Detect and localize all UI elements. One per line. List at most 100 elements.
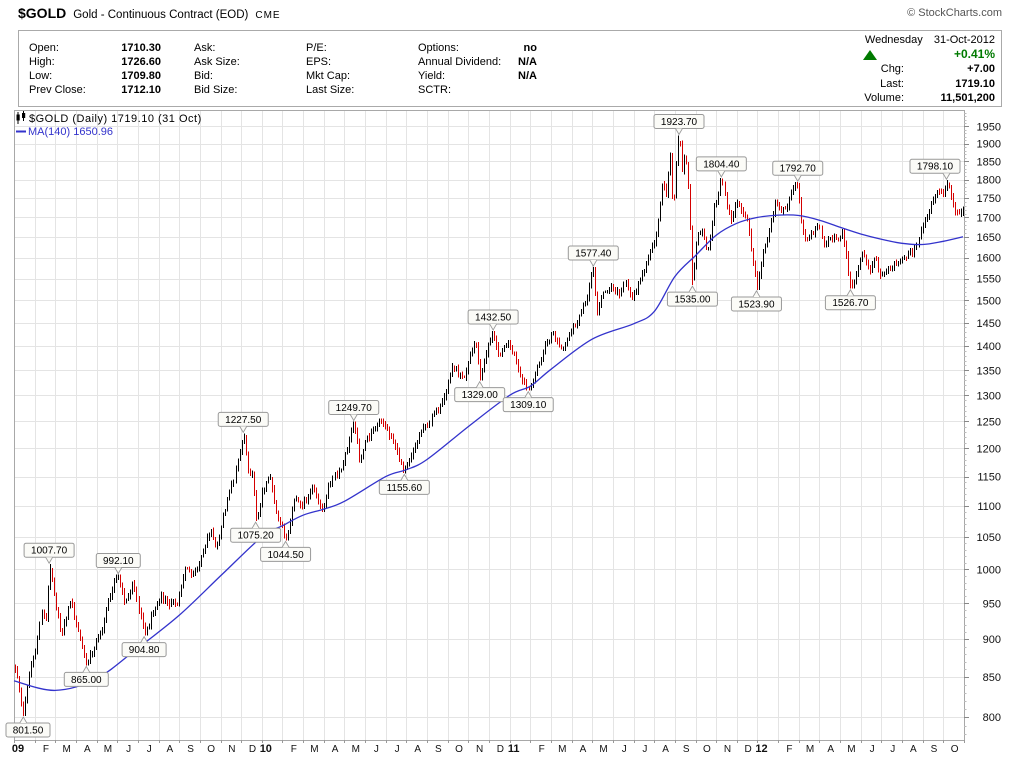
y-axis-label: 1600 [977,253,1001,265]
price-annotation: 992.10 [95,553,141,575]
price-annotation: 1227.50 [217,411,269,434]
price-annotation: 1526.70 [824,288,876,311]
y-axis-label: 950 [983,598,1001,610]
quote-label: Low: [29,70,53,82]
x-axis-label: A [84,744,91,755]
summary-row: Last: 1719.10 [781,77,1001,91]
x-axis-label: M [104,744,112,755]
x-axis-label: N [228,744,235,755]
y-axis-label: 1500 [977,295,1001,307]
x-axis-label: J [870,744,875,755]
y-axis-label: 1800 [977,175,1001,187]
quote-value: no [523,42,537,54]
svg-text:1526.70: 1526.70 [832,298,869,309]
x-axis-label: O [951,744,959,755]
x-axis-label: S [435,744,442,755]
quote-label: Ask Size: [194,56,240,68]
x-axis-label: A [167,744,174,755]
quote-row: Low: 1709.80 [29,69,161,83]
svg-text:1577.40: 1577.40 [575,249,612,260]
x-axis-label: N [724,744,731,755]
x-axis-label: D [497,744,504,755]
svg-text:1309.10: 1309.10 [510,400,547,411]
x-axis-label: A [580,744,587,755]
svg-text:801.50: 801.50 [13,725,44,736]
summary-label: Chg: [880,63,904,75]
quote-row: Prev Close: 1712.10 [29,83,161,97]
quote-value: 1712.10 [121,84,161,96]
summary-label: Last: [880,77,904,90]
exchange: CME [255,10,281,21]
quote-row: Yield: N/A [418,69,537,83]
y-axis: 800 850 900 950 1000 1050 1100 1150 1200 1250 1300… [964,113,1001,735]
x-axis-label: J [374,744,379,755]
svg-text:1007.70: 1007.70 [31,546,68,557]
quote-label: Mkt Cap: [306,70,351,82]
quote-label: EPS: [306,56,332,68]
x-axis-label: J [642,744,647,755]
x-axis-label: M [310,744,318,755]
price-annotation: 1249.70 [328,399,380,422]
svg-text:904.80: 904.80 [129,645,160,656]
x-axis-label: A [827,744,834,755]
quote-row: Mkt Cap: [306,69,394,83]
change-percent-row: +0.41% [801,47,1001,61]
quote-row: Annual Dividend: N/A [418,55,537,69]
y-axis-label: 1200 [977,443,1001,455]
quote-row: Ask Size: [194,55,281,69]
price-annotation: 1535.00 [666,285,718,307]
quote-row: SCTR: [418,83,537,97]
x-axis-label: M [558,744,566,755]
price-annotation: 1798.10 [909,158,961,181]
quote-label: High: [29,56,55,68]
quote-label: Last Size: [306,84,355,96]
price-annotation: 1309.10 [502,390,554,413]
summary-row: Volume: 11,501,200 [781,91,1001,105]
price-annotation: 865.00 [63,665,109,687]
quote-label: SCTR: [418,84,451,96]
y-axis-label: 1000 [977,564,1001,576]
y-axis-label: 1150 [977,472,1001,484]
svg-text:1432.50: 1432.50 [475,312,512,323]
y-axis-label: 1100 [977,501,1001,513]
y-axis-label: 1450 [977,318,1001,330]
y-axis-label: 900 [983,634,1001,646]
price-annotation: 1044.50 [260,540,312,562]
candlestick-icon [16,111,26,124]
quote-value: N/A [518,70,537,82]
y-axis-label: 1400 [977,341,1001,353]
quote-row: Open: 1710.30 [29,41,161,55]
x-axis-label: F [43,744,49,755]
quote-row: Ask: [194,41,281,55]
x-axis-label: A [332,744,339,755]
chart-legend: $GOLD (Daily) 1719.10 (31 Oct)MA(140) 16… [16,111,201,138]
quote-row: Options: no [418,41,537,55]
chart-title-row: $GOLD Gold - Continuous Contract (EOD) CME [18,5,281,23]
price-annotation: 1432.50 [467,309,519,331]
up-triangle-icon [863,50,877,60]
svg-text:1227.50: 1227.50 [225,415,262,426]
quote-label: Annual Dividend: [418,56,502,68]
y-axis-label: 1050 [977,532,1001,544]
y-axis-label: 1650 [977,232,1001,244]
x-axis-label: J [395,744,400,755]
svg-text:1792.70: 1792.70 [780,164,817,175]
price-annotation: 1577.40 [567,245,619,267]
x-axis-label: J [890,744,895,755]
x-axis-label: A [662,744,669,755]
y-axis-label: 1850 [977,156,1001,168]
y-axis-label: 1300 [977,390,1001,402]
x-axis-label: 10 [260,743,272,755]
x-axis-label: N [476,744,483,755]
quote-row: Bid Size: [194,83,281,97]
x-axis-label: S [683,744,690,755]
price-annotation: 904.80 [121,635,167,658]
x-axis-label: O [703,744,711,755]
svg-text:1798.10: 1798.10 [917,162,954,173]
quote-date-value: 31-Oct-2012 [933,34,995,46]
x-axis-label: A [910,744,917,755]
copyright: © StockCharts.com [907,7,1002,19]
quote-row: P/E: [306,41,394,55]
annotations: 801.50 1007.70 865.00 992.10 904.80 1227.50 10… [5,113,961,738]
